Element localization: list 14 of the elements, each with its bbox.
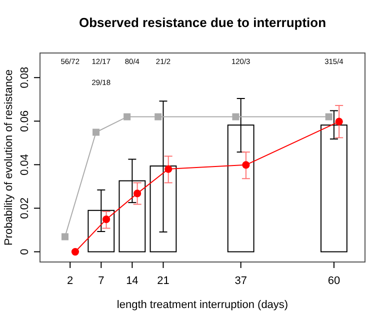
x-tick-label: 14 — [126, 275, 138, 287]
y-tick-label: 0.08 — [19, 66, 31, 88]
x-tick-label: 21 — [157, 275, 170, 287]
x-tick-label: 60 — [328, 275, 340, 287]
y-tick-label: 0.04 — [19, 154, 31, 176]
y-tick-label: 0 — [19, 248, 31, 255]
x-tick-label: 37 — [234, 275, 247, 287]
x-axis-title: length treatment interruption (days) — [116, 299, 288, 311]
x-tick-label: 2 — [67, 275, 74, 287]
y-tick-label: 0.02 — [19, 198, 31, 219]
x-tick-label: 7 — [98, 275, 104, 287]
chart-title: Observed resistance due to interruption — [78, 15, 326, 30]
y-tick-label: 0.06 — [19, 110, 31, 132]
y-axis-title: Probability of evolution of resistance — [3, 69, 15, 246]
